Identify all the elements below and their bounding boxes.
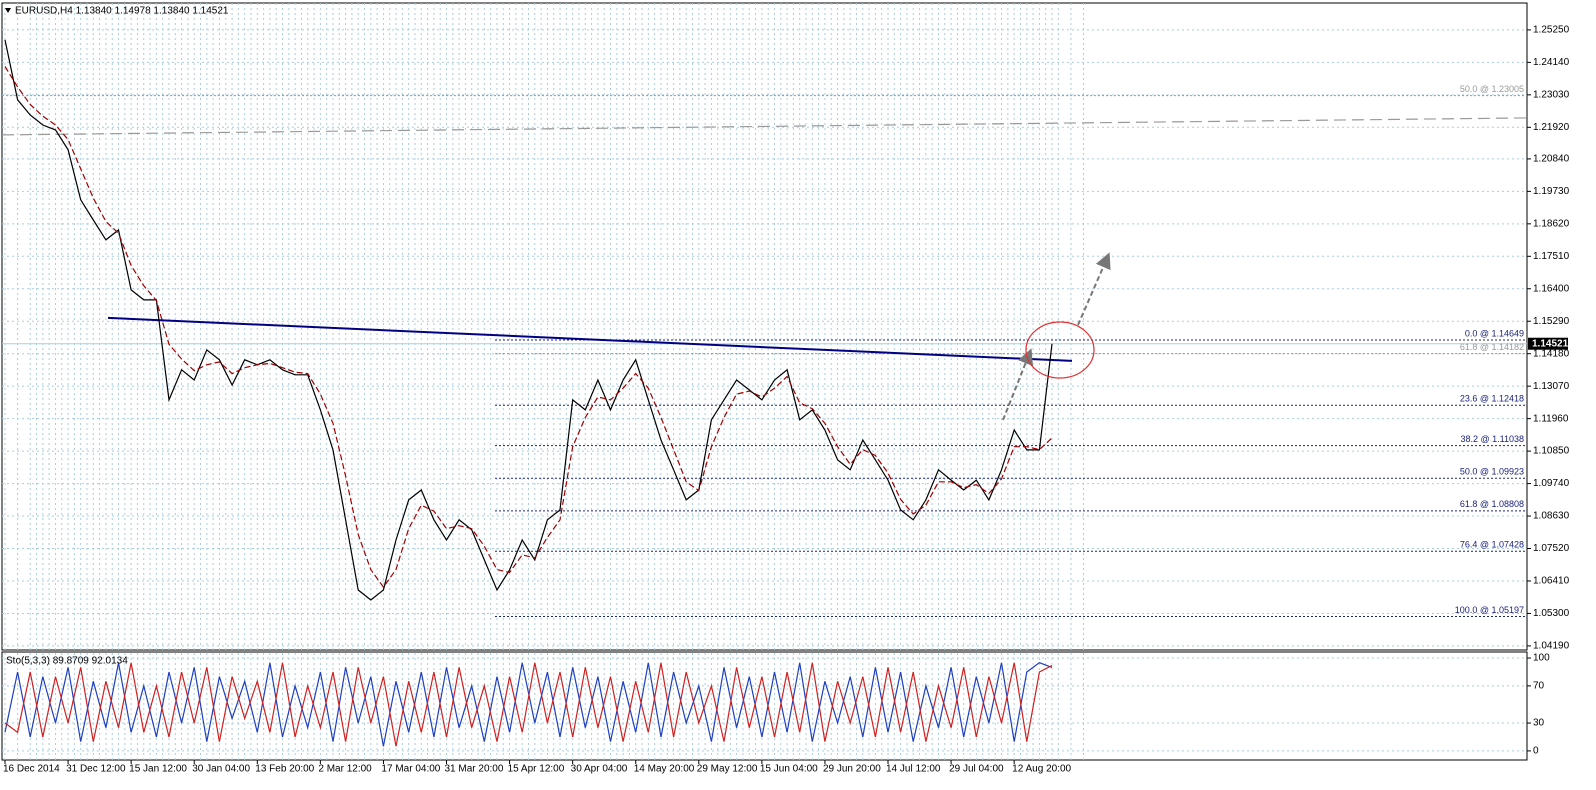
y-tick-label: 1.04190 xyxy=(1533,641,1570,652)
x-tick-label: 13 Feb 20:00 xyxy=(255,764,314,775)
y-tick-label: 1.05300 xyxy=(1533,608,1570,619)
x-tick-label: 29 May 12:00 xyxy=(697,764,758,775)
menu-arrow xyxy=(5,8,11,13)
x-tick-label: 31 Dec 12:00 xyxy=(66,764,126,775)
x-tick-label: 31 Mar 20:00 xyxy=(445,764,504,775)
x-tick-label: 30 Jan 04:00 xyxy=(192,764,250,775)
highlight-circle xyxy=(1025,321,1095,379)
y-tick-label: 1.20840 xyxy=(1533,154,1570,165)
y-tick-label: 1.17510 xyxy=(1533,251,1570,262)
sto-panel xyxy=(1,651,1528,761)
y-tick-label: 1.18620 xyxy=(1533,218,1570,229)
x-tick-label: 29 Jun 20:00 xyxy=(823,764,881,775)
fib-label: 50.0 @ 1.09923 xyxy=(1460,467,1524,477)
marks xyxy=(1,39,1528,747)
y-tick-label: 1.21920 xyxy=(1533,122,1570,133)
x-tick-label: 30 Apr 04:00 xyxy=(571,764,628,775)
fib-label: 50.0 @ 1.23005 xyxy=(1460,84,1524,94)
x-tick-label: 29 Jul 04:00 xyxy=(949,764,1004,775)
fib-label: 76.4 @ 1.07428 xyxy=(1460,540,1524,550)
arrow xyxy=(1077,252,1111,326)
fib-label: 38.2 @ 1.11038 xyxy=(1460,434,1524,444)
fib-label: 100.0 @ 1.05197 xyxy=(1455,605,1524,615)
x-tick-label: 2 Mar 12:00 xyxy=(318,764,372,775)
series-line xyxy=(4,39,1053,601)
x-tick-label: 14 Jul 12:00 xyxy=(886,764,941,775)
y-tick-label: 1.11960 xyxy=(1533,413,1569,424)
y-tick-label: 30 xyxy=(1533,718,1545,729)
y-tick-label: 1.10850 xyxy=(1533,446,1570,457)
series-line xyxy=(4,662,1053,747)
y-tick-label: 1.13070 xyxy=(1533,381,1570,392)
fib-label: 0.0 @ 1.14649 xyxy=(1465,328,1524,338)
x-tick-label: 15 Apr 12:00 xyxy=(508,764,565,775)
x-tick-label: 15 Jan 12:00 xyxy=(129,764,187,775)
y-tick-label: 1.15290 xyxy=(1533,316,1570,327)
series-line xyxy=(4,66,1053,589)
y-tick-label: 1.09740 xyxy=(1533,478,1570,489)
sto-title: Sto(5,3,3) 89.8709 92.0134 xyxy=(6,656,128,667)
y-tick-label: 1.16400 xyxy=(1533,283,1570,294)
main-panel xyxy=(1,2,1528,651)
y-tick-label: 0 xyxy=(1533,746,1539,757)
last-price-box xyxy=(1528,337,1568,350)
last-price-label: 1.14521 xyxy=(1532,338,1569,349)
y-tick-label: 1.24140 xyxy=(1533,57,1570,68)
fib-label: 61.8 @ 1.14182 xyxy=(1460,342,1524,352)
y-tick-label: 100 xyxy=(1533,653,1550,664)
x-tick-label: 16 Dec 2014 xyxy=(3,764,60,775)
y-tick-label: 1.06410 xyxy=(1533,576,1570,587)
x-tick-label: 14 May 20:00 xyxy=(634,764,695,775)
fib-label: 61.8 @ 1.08808 xyxy=(1460,499,1524,509)
trend-line xyxy=(107,316,1073,362)
y-tick-label: 70 xyxy=(1533,681,1545,692)
series-line xyxy=(4,662,1053,747)
y-tick-label: 1.08630 xyxy=(1533,511,1570,522)
y-tick-label: 1.07520 xyxy=(1533,543,1570,554)
arrow xyxy=(1002,348,1034,421)
fib-label: 23.6 @ 1.12418 xyxy=(1460,394,1524,404)
chart-title: EURUSD,H4 1.13840 1.14978 1.13840 1.1452… xyxy=(15,6,229,17)
x-tick-label: 12 Aug 20:00 xyxy=(1012,764,1071,775)
trend-line xyxy=(1,117,1528,136)
x-tick-label: 17 Mar 04:00 xyxy=(381,764,440,775)
x-tick-label: 15 Jun 04:00 xyxy=(760,764,818,775)
y-tick-label: 1.14180 xyxy=(1533,348,1570,359)
y-tick-label: 1.25250 xyxy=(1533,25,1570,36)
y-tick-label: 1.19730 xyxy=(1533,186,1570,197)
y-tick-label: 1.23030 xyxy=(1533,89,1570,100)
